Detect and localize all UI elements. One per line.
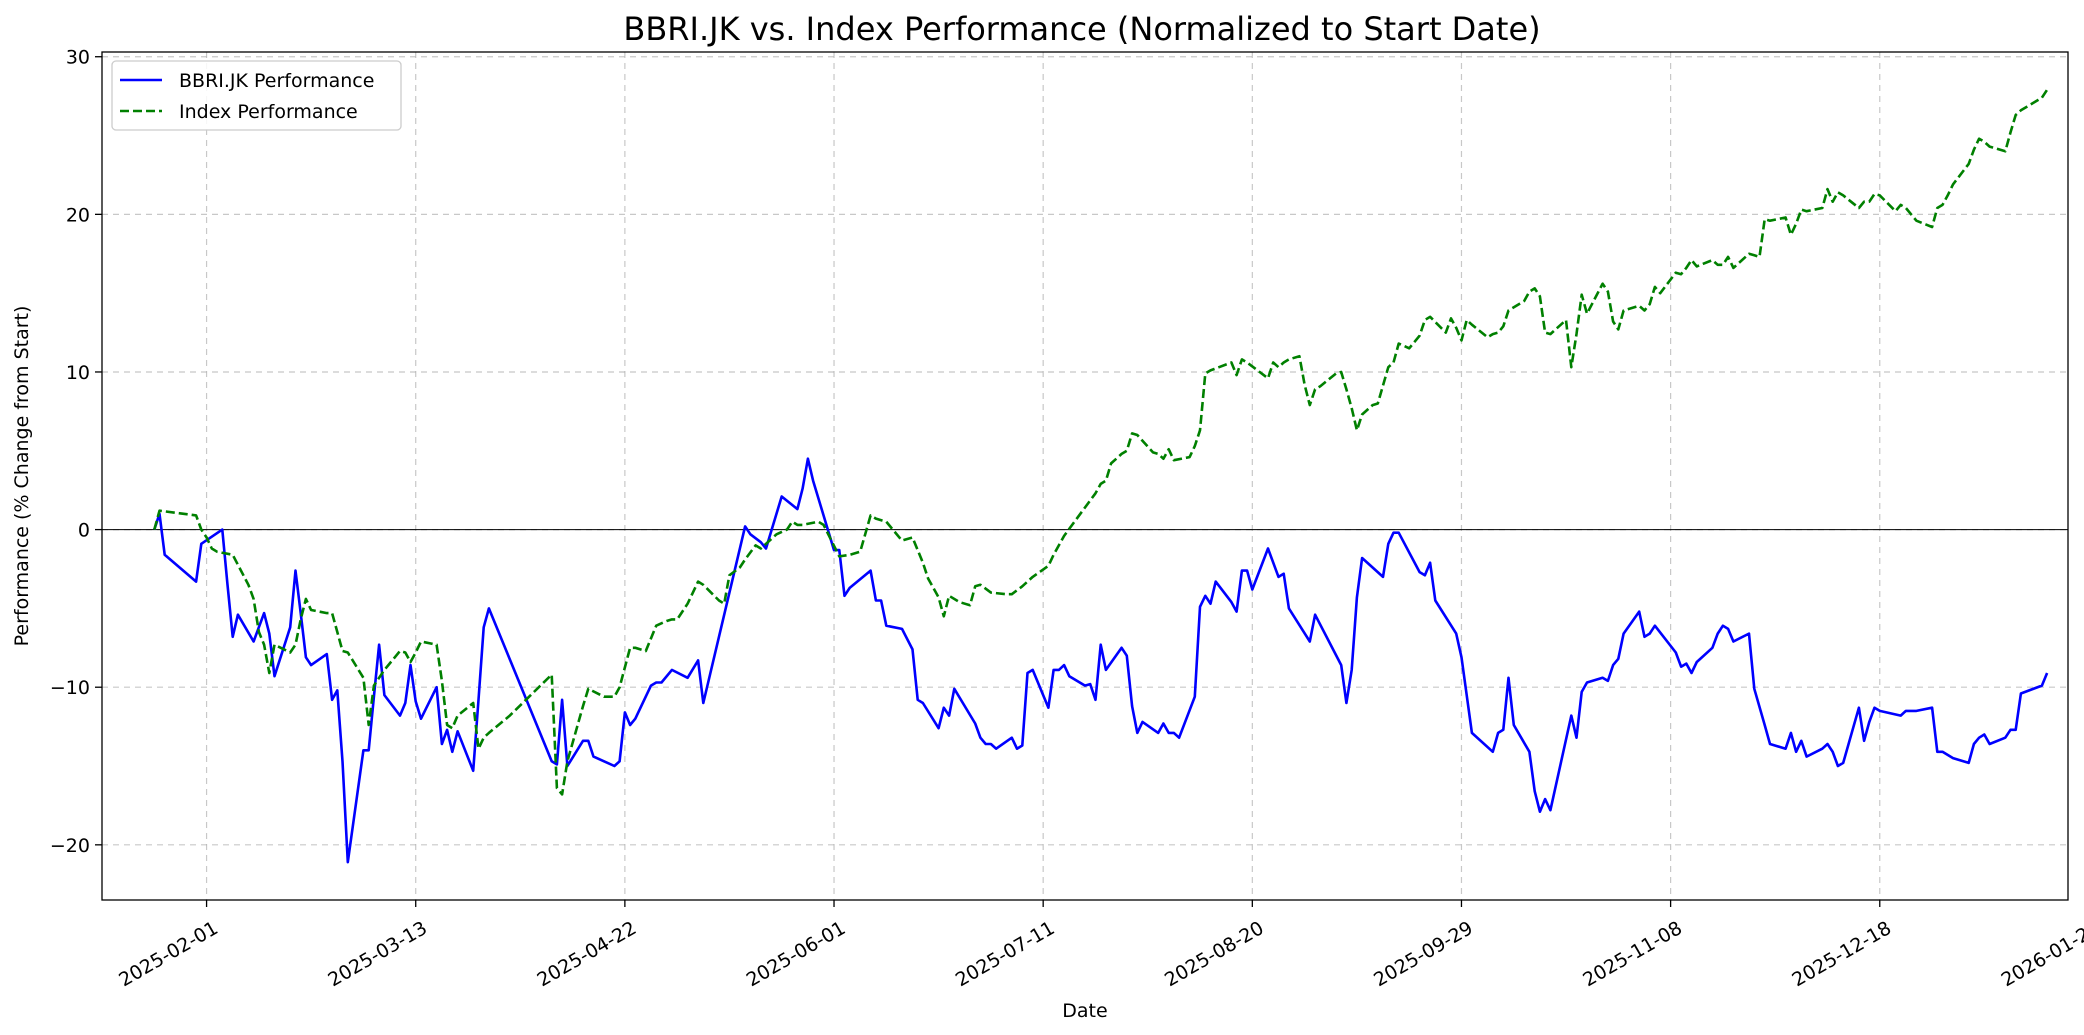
- plot-frame: [101, 51, 2069, 901]
- legend-label-index: Index Performance: [179, 101, 358, 123]
- y-tick-label: 0: [78, 520, 90, 542]
- x-tick-label: 2025-03-13: [324, 917, 431, 991]
- x-tick-label: 2025-09-29: [1370, 917, 1477, 991]
- grid-lines: [102, 52, 2068, 900]
- x-tick-label: 2025-07-11: [952, 917, 1059, 991]
- series-line-index: [153, 89, 2049, 796]
- x-tick-label: 2025-04-22: [534, 917, 641, 991]
- legend: BBRI.JK Performance Index Performance: [111, 60, 402, 131]
- chart-title: BBRI.JK vs. Index Performance (Normalize…: [623, 10, 1540, 48]
- series-line-bbri: [153, 457, 2049, 864]
- y-tick-label: −20: [50, 835, 90, 857]
- x-tick-label: 2025-02-01: [115, 917, 222, 991]
- y-axis-ticks: 30 20 10 0 −20 −10: [50, 47, 102, 857]
- x-tick-label: 2025-12-18: [1788, 917, 1895, 991]
- legend-label-bbri: BBRI.JK Performance: [179, 70, 374, 92]
- y-tick-label: 20: [66, 204, 90, 226]
- x-axis-label: Date: [1062, 1000, 1107, 1022]
- x-tick-label: 2025-11-08: [1579, 917, 1686, 991]
- y-tick-label: 30: [66, 47, 90, 69]
- y-axis-label: Performance (% Change from Start): [11, 306, 33, 647]
- x-axis-ticks: 2025-02-01 2025-03-13 2025-04-22 2025-06-01…: [115, 900, 2084, 991]
- series-lines: [153, 89, 2049, 864]
- x-tick-label: 2026-01-27: [1998, 917, 2084, 991]
- legend-box: [111, 60, 402, 131]
- y-tick-label: 10: [66, 362, 90, 384]
- y-tick-label: −10: [50, 677, 90, 699]
- x-tick-label: 2025-08-20: [1161, 917, 1268, 991]
- x-tick-label: 2025-06-01: [743, 917, 850, 991]
